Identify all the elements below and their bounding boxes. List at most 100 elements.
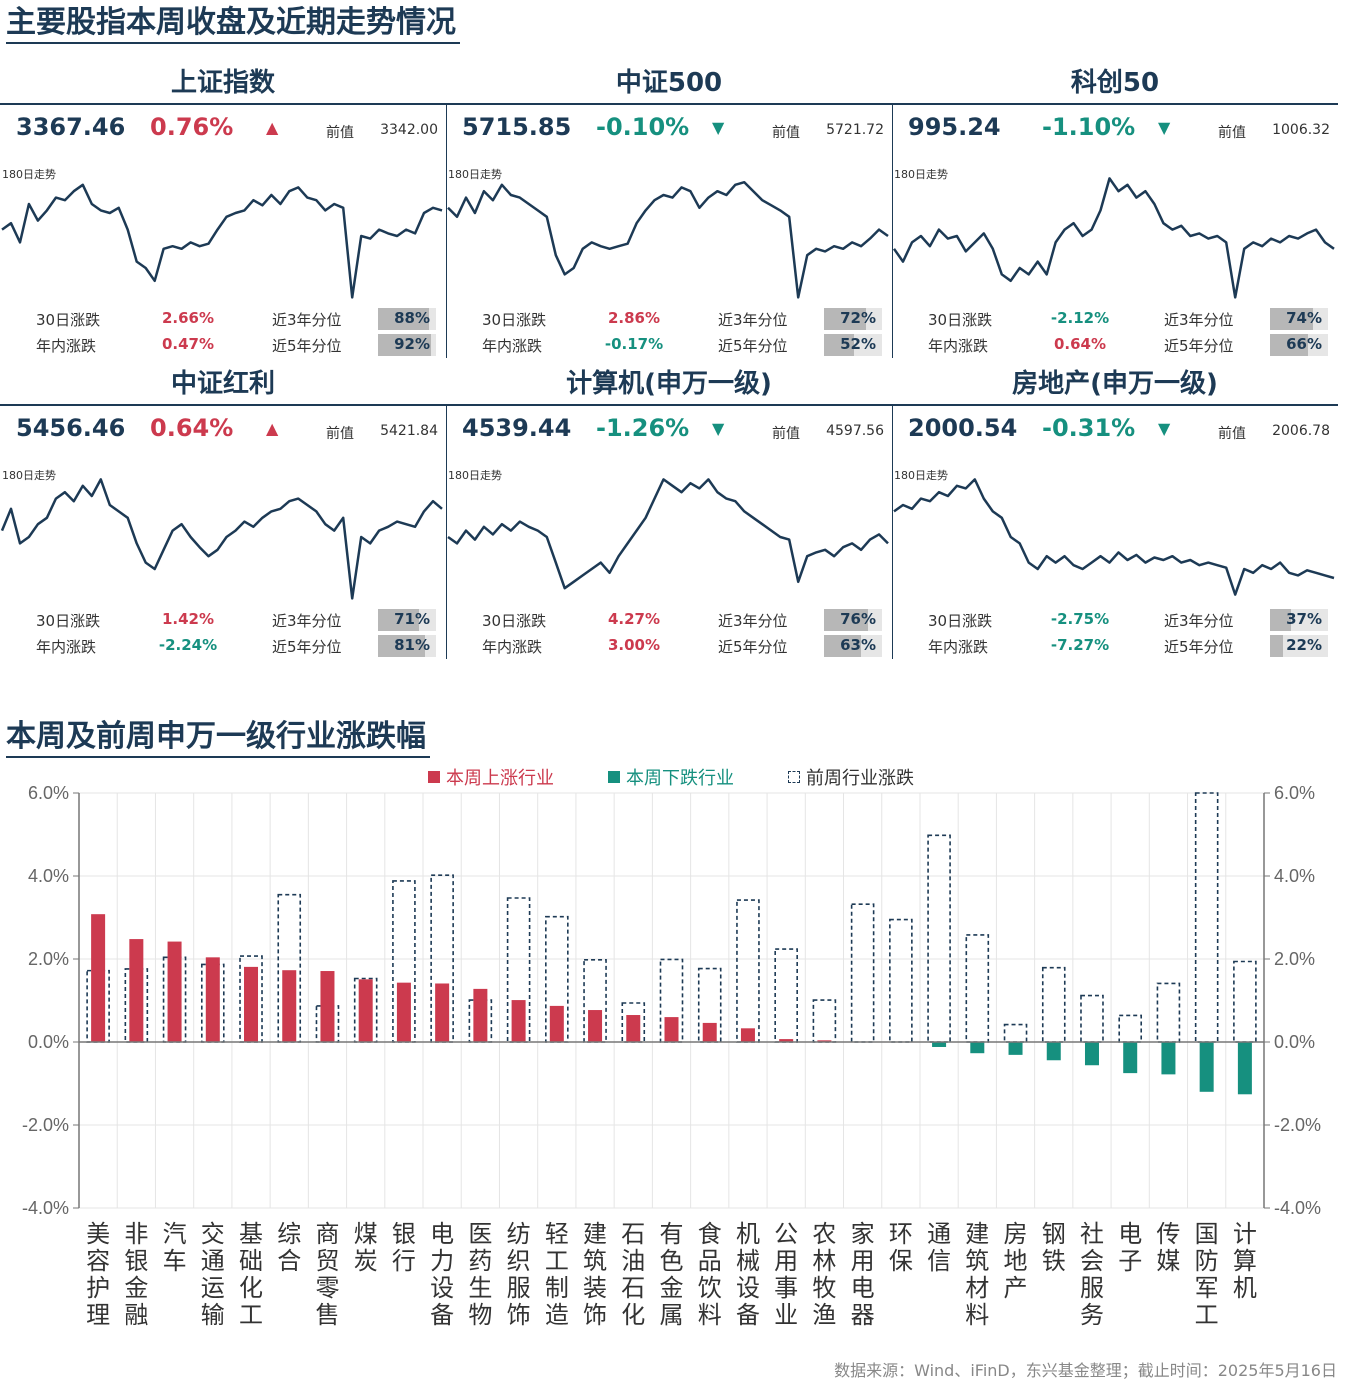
stat-value: 4.27% <box>607 610 661 628</box>
percentile-value: 66% <box>1286 335 1322 353</box>
category-label: 品 <box>698 1247 722 1275</box>
percentile-label: 近5年分位 <box>272 638 342 656</box>
index-panel: 中证红利 5456.46 0.64% ▲ 前值 5421.84 180日走势 30日涨跌 1.4… <box>0 363 446 663</box>
category-label: 非 <box>124 1220 148 1248</box>
y-tick-label-right: 4.0% <box>1274 866 1315 886</box>
industry-bar-chart: 6.0% 6.0% 4.0% 4.0% 2.0% 2.0% 0.0% 0.0% -2.0% -2.… <box>22 783 1321 1329</box>
current-week-bar <box>129 939 144 1042</box>
prev-week-bar <box>927 834 951 1043</box>
stat-value: 2.86% <box>607 309 661 327</box>
category-label: 国 <box>1195 1220 1219 1248</box>
sparkline-path <box>447 478 889 590</box>
current-week-bar <box>779 1039 794 1042</box>
category-label: 纺 <box>507 1220 531 1248</box>
sparkline-180d <box>0 478 443 600</box>
legend-down-swatch <box>608 771 620 783</box>
prev-label: 前值 <box>326 125 354 141</box>
prev-week-bar <box>1194 792 1219 1043</box>
category-label: 生 <box>468 1274 492 1302</box>
percentile-bar: 76% <box>824 609 882 631</box>
legend-up: 本周上涨行业 <box>428 764 554 790</box>
prev-week-bar <box>1156 982 1181 1043</box>
trend-label: 180日走势 <box>448 168 502 181</box>
category-label: 业 <box>774 1301 798 1329</box>
y-tick-label-left: 2.0% <box>28 949 69 969</box>
percentile-fill <box>824 635 861 657</box>
category-label: 料 <box>698 1301 722 1329</box>
percentile-value: 88% <box>394 309 430 327</box>
category-label: 子 <box>1118 1247 1142 1275</box>
title-underline <box>0 103 446 105</box>
category-label: 油 <box>621 1247 645 1275</box>
percentile-bar: 66% <box>1270 334 1328 356</box>
current-week-bar <box>91 914 106 1042</box>
category-label: 饰 <box>583 1301 607 1329</box>
category-label: 通 <box>201 1247 225 1275</box>
category-label: 地 <box>1004 1247 1028 1275</box>
category-label: 工 <box>239 1301 263 1329</box>
stat-value: 0.47% <box>161 335 215 353</box>
stat-label: 年内涨跌 <box>36 638 97 656</box>
category-label: 输 <box>201 1301 225 1329</box>
prev-week-bar <box>965 934 990 1043</box>
category-label: 售 <box>315 1301 339 1329</box>
category-label: 食 <box>698 1220 722 1248</box>
category-label: 轻 <box>545 1220 569 1248</box>
category-label: 算 <box>1233 1247 1257 1275</box>
legend-prev-label: 前周行业涨跌 <box>806 768 914 789</box>
stat-label: 30日涨跌 <box>482 612 547 630</box>
section-title-industries: 本周及前周申万一级行业涨跌幅 <box>6 718 430 758</box>
percentile-value: 76% <box>840 610 876 628</box>
prev-label: 前值 <box>772 426 800 442</box>
change-percent: -0.31% <box>1042 414 1136 442</box>
current-week-bar <box>473 988 488 1042</box>
stat-label: 年内涨跌 <box>928 337 989 355</box>
category-label: 建 <box>583 1220 607 1248</box>
percentile-bar: 72% <box>824 308 882 330</box>
sparkline-180d <box>447 180 889 299</box>
prev-week-bar <box>545 915 569 1043</box>
current-week-bar <box>1046 1042 1061 1061</box>
current-week-bar <box>1084 1042 1099 1066</box>
prev-week-bar <box>239 955 263 1043</box>
category-label: 饰 <box>507 1301 531 1329</box>
sparkline-path <box>892 177 1335 299</box>
percentile-label: 近3年分位 <box>272 612 342 630</box>
title-underline <box>892 404 1338 406</box>
legend-prev-swatch <box>788 771 800 783</box>
category-label: 保 <box>889 1247 913 1275</box>
category-label: 化 <box>239 1274 263 1302</box>
stat-value: 1.42% <box>161 610 215 628</box>
category-label: 物 <box>468 1301 492 1329</box>
prev-week-bar <box>1003 1023 1028 1043</box>
category-label: 电 <box>430 1220 454 1248</box>
category-label: 房 <box>1004 1220 1028 1248</box>
category-label: 电 <box>851 1274 875 1302</box>
close-value: 3367.46 <box>16 113 126 141</box>
category-label: 力 <box>430 1247 454 1275</box>
percentile-fill <box>378 334 432 356</box>
stat-label: 年内涨跌 <box>928 638 989 656</box>
category-label: 用 <box>851 1247 875 1275</box>
category-label: 材 <box>965 1274 989 1302</box>
percentile-fill <box>824 308 866 330</box>
category-label: 化 <box>621 1301 645 1329</box>
percentile-fill <box>1270 635 1283 657</box>
index-panel: 中证500 5715.85 -0.10% ▼ 前值 5721.72 180日走势 30日涨跌 2… <box>446 62 892 362</box>
category-label: 理 <box>86 1301 110 1329</box>
category-label: 事 <box>774 1274 798 1302</box>
index-name: 科创50 <box>1070 68 1160 98</box>
trend-label: 180日走势 <box>2 469 56 482</box>
category-label: 会 <box>1080 1247 1104 1275</box>
current-week-bar <box>358 979 373 1042</box>
percentile-fill <box>1270 334 1309 356</box>
category-label: 运 <box>201 1274 225 1302</box>
category-label: 服 <box>1080 1274 1104 1302</box>
current-week-bar <box>1008 1042 1023 1055</box>
close-value: 5715.85 <box>462 113 572 141</box>
category-label: 装 <box>583 1274 607 1302</box>
category-label: 制 <box>545 1274 569 1302</box>
percentile-label: 近5年分位 <box>272 337 342 355</box>
current-week-bar <box>396 982 411 1042</box>
y-tick-label-right: -2.0% <box>1274 1115 1321 1135</box>
